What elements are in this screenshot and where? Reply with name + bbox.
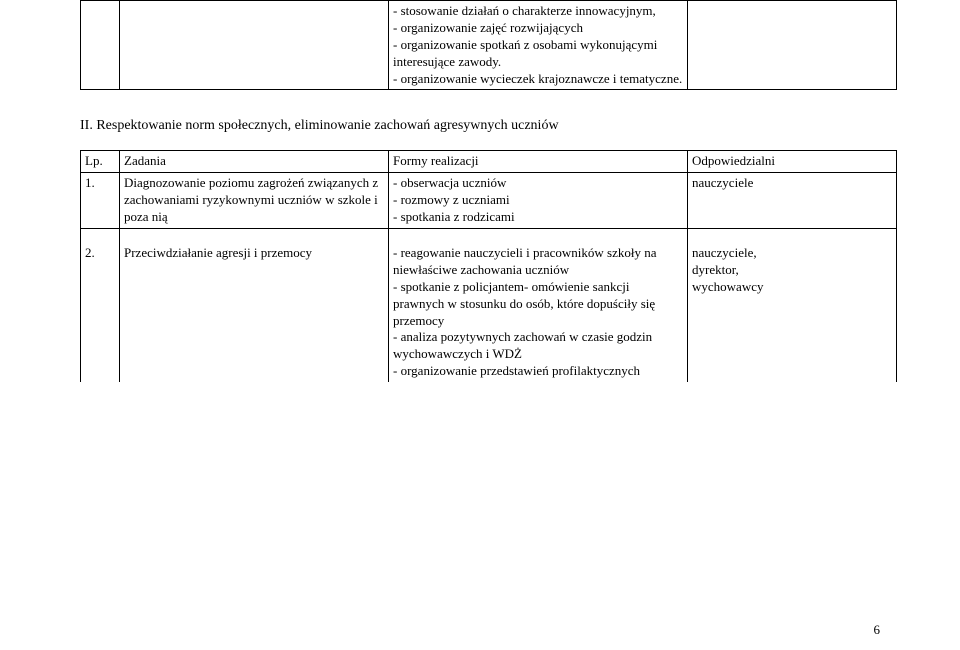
header-resp: Odpowiedzialni <box>688 151 897 173</box>
table-spacer-row <box>81 229 897 244</box>
cell-forms: - obserwacja uczniów - rozmowy z uczniam… <box>389 173 688 229</box>
header-task: Zadania <box>120 151 389 173</box>
cell-lp <box>81 1 120 90</box>
cell-task <box>120 1 389 90</box>
main-table: Lp. Zadania Formy realizacji Odpowiedzia… <box>80 150 897 382</box>
table-row: - stosowanie działań o charakterze innow… <box>81 1 897 90</box>
cell-task: Przeciwdziałanie agresji i przemocy <box>120 243 389 382</box>
page-number: 6 <box>874 622 881 638</box>
spacer <box>81 229 120 244</box>
cell-forms: - reagowanie nauczycieli i pracowników s… <box>389 243 688 382</box>
spacer <box>120 229 389 244</box>
top-table: - stosowanie działań o charakterze innow… <box>80 0 897 90</box>
spacer <box>389 229 688 244</box>
header-lp: Lp. <box>81 151 120 173</box>
header-forms: Formy realizacji <box>389 151 688 173</box>
table-row: 1. Diagnozowanie poziomu zagrożeń związa… <box>81 173 897 229</box>
table-row: 2. Przeciwdziałanie agresji i przemocy -… <box>81 243 897 382</box>
cell-resp <box>688 1 897 90</box>
cell-resp: nauczyciele <box>688 173 897 229</box>
cell-lp: 1. <box>81 173 120 229</box>
table-header-row: Lp. Zadania Formy realizacji Odpowiedzia… <box>81 151 897 173</box>
page: - stosowanie działań o charakterze innow… <box>0 0 960 382</box>
cell-task: Diagnozowanie poziomu zagrożeń związanyc… <box>120 173 389 229</box>
cell-forms: - stosowanie działań o charakterze innow… <box>389 1 688 90</box>
cell-lp: 2. <box>81 243 120 382</box>
spacer <box>688 229 897 244</box>
section-title: II. Respektowanie norm społecznych, elim… <box>80 118 880 134</box>
cell-resp: nauczyciele, dyrektor, wychowawcy <box>688 243 897 382</box>
